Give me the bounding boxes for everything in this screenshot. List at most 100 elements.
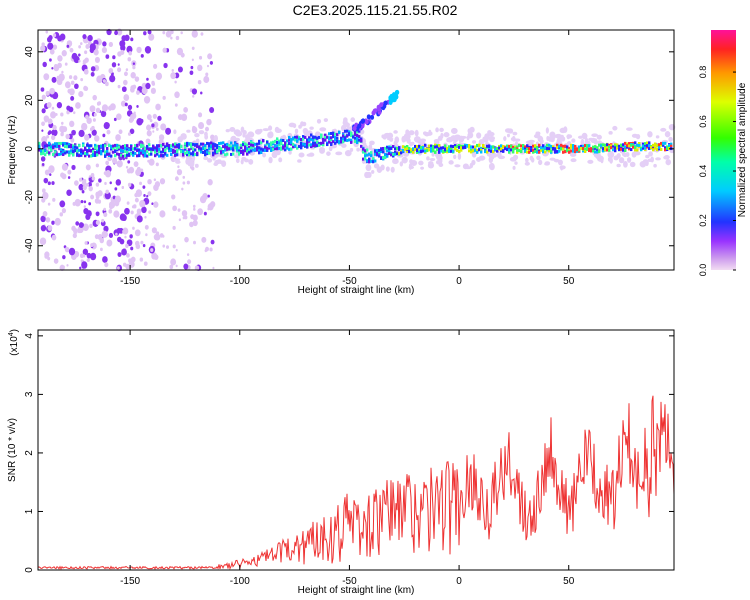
- noise-speckle: [192, 214, 198, 221]
- trace-cell: [282, 146, 285, 150]
- trace-cell: [72, 153, 75, 157]
- trace-cell: [650, 145, 653, 149]
- trace-cell: [122, 146, 125, 150]
- trace-cell: [408, 146, 411, 150]
- trace-cell: [138, 151, 141, 155]
- trace-cell: [608, 143, 611, 147]
- trace-cell: [50, 148, 53, 152]
- trace-halo: [429, 131, 433, 136]
- noise-speckle: [67, 176, 71, 180]
- trace-cell: [612, 145, 615, 149]
- trace-cell: [530, 148, 533, 152]
- noise-speckle: [78, 59, 81, 63]
- noise-speckle: [131, 205, 135, 209]
- trace-cell: [130, 147, 133, 151]
- noise-speckle: [198, 121, 205, 130]
- trace-cell: [472, 149, 475, 153]
- trace-cell: [320, 141, 323, 145]
- trace-cell: [192, 142, 195, 146]
- trace-halo: [665, 159, 672, 166]
- trace-cell: [600, 144, 603, 148]
- noise-speckle: [84, 134, 90, 141]
- noise-speckle: [130, 246, 134, 251]
- trace-cell: [164, 150, 167, 154]
- trace-cell: [602, 147, 605, 151]
- trace-cell: [592, 149, 595, 153]
- trace-cell: [134, 147, 137, 151]
- trace-cell: [620, 143, 623, 147]
- trace-cell: [96, 148, 99, 152]
- trace-cell: [278, 143, 281, 147]
- noise-speckle: [193, 240, 196, 245]
- noise-speckle: [41, 163, 45, 167]
- noise-speckle: [90, 172, 95, 178]
- noise-speckle: [136, 46, 142, 54]
- noise-speckle: [62, 126, 68, 133]
- trace-cell: [370, 154, 373, 158]
- trace-halo: [207, 158, 213, 163]
- snr-x-tick-label: 0: [456, 576, 462, 587]
- noise-speckle: [203, 75, 210, 84]
- trace-cell: [224, 145, 227, 149]
- trace-halo: [514, 141, 519, 147]
- trace-cell: [274, 144, 277, 148]
- trace-cell: [196, 151, 199, 155]
- trace-cell: [138, 154, 141, 158]
- trace-cell: [242, 152, 245, 156]
- trace-cell: [176, 153, 179, 157]
- trace-cell: [162, 154, 165, 158]
- trace-cell: [142, 150, 145, 154]
- trace-cell: [82, 151, 85, 155]
- noise-speckle: [78, 222, 84, 229]
- noise-speckle: [87, 34, 93, 42]
- trace-cell: [438, 144, 441, 148]
- trace-halo: [443, 132, 450, 138]
- trace-cell: [610, 144, 613, 148]
- trace-cell: [220, 147, 223, 151]
- trace-cell: [150, 149, 153, 153]
- trace-cell: [378, 148, 381, 152]
- trace-cell: [400, 151, 403, 155]
- trace-cell: [356, 141, 359, 145]
- noise-speckle: [77, 229, 81, 234]
- trace-cell: [252, 143, 255, 147]
- trace-halo: [549, 157, 556, 161]
- trace-halo: [478, 139, 484, 145]
- trace-halo: [433, 139, 440, 143]
- trace-cell: [338, 130, 341, 134]
- trace-cell: [366, 148, 369, 152]
- trace-halo: [373, 163, 380, 169]
- noise-speckle: [98, 178, 102, 183]
- noise-speckle: [151, 81, 156, 86]
- trace-halo: [476, 157, 482, 162]
- trace-cell: [102, 149, 105, 153]
- trace-halo: [488, 131, 495, 137]
- trace-cell: [628, 142, 631, 146]
- trace-halo: [631, 151, 637, 158]
- noise-speckle: [210, 134, 215, 140]
- trace-cell: [258, 141, 261, 145]
- noise-speckle: [187, 259, 192, 265]
- trace-cell: [190, 145, 193, 149]
- trace-cell: [104, 144, 107, 148]
- trace-cell: [208, 151, 211, 155]
- noise-speckle: [181, 210, 188, 217]
- noise-speckle: [80, 199, 84, 204]
- trace-cell: [344, 136, 347, 140]
- trace-cell: [100, 149, 103, 153]
- noise-speckle: [144, 224, 149, 230]
- trace-cell: [546, 143, 549, 147]
- trace-cell: [84, 146, 87, 150]
- spectrogram-x-label: Height of straight line (km): [298, 285, 415, 296]
- noise-speckle: [197, 64, 203, 72]
- trace-cell: [578, 145, 581, 149]
- trace-cell: [446, 148, 449, 152]
- trace-cell: [288, 147, 291, 151]
- trace-cell: [482, 144, 485, 148]
- trace-cell: [164, 148, 167, 152]
- trace-cell: [622, 143, 625, 147]
- trace-cell: [166, 144, 169, 148]
- noise-speckle: [121, 214, 127, 222]
- noise-speckle: [144, 215, 147, 219]
- noise-speckle: [41, 121, 45, 127]
